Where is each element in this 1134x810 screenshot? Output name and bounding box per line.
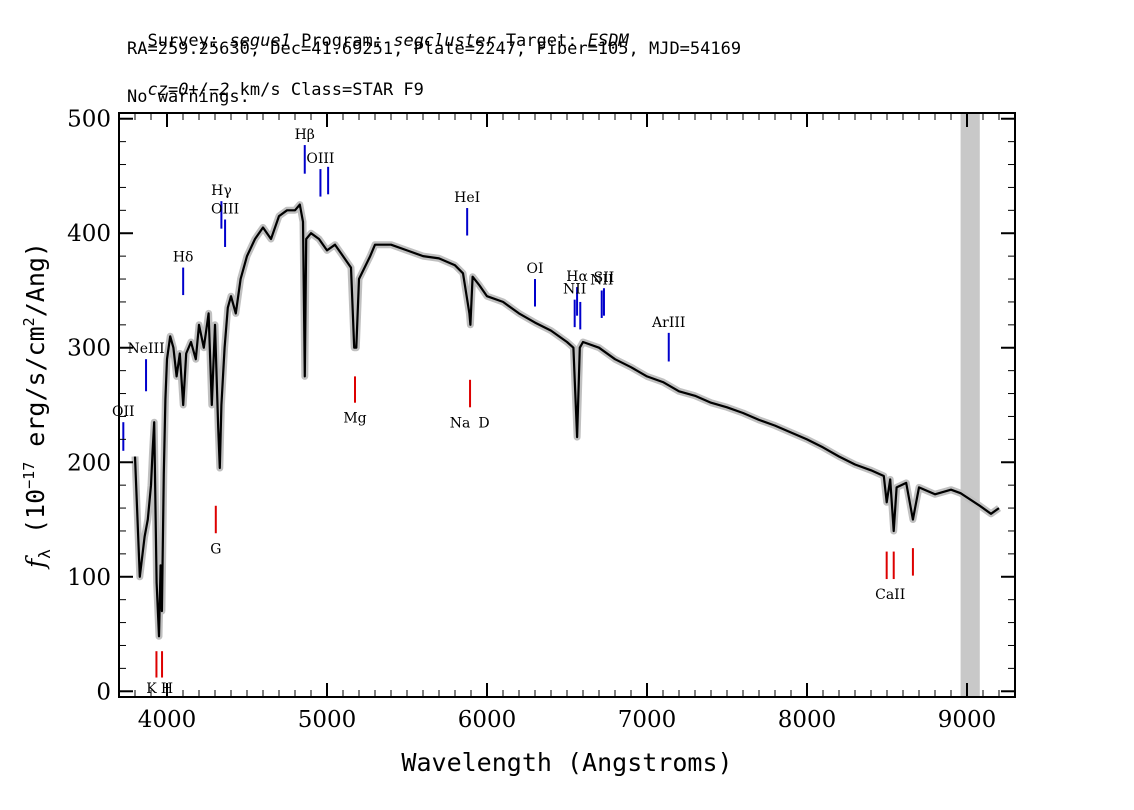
y-axis-label-sub: λ xyxy=(35,549,54,559)
masked-wavelength-band xyxy=(960,113,980,697)
program-value: segcluster xyxy=(393,31,496,51)
masked-region-group xyxy=(960,113,980,697)
emission-line-label: OIII xyxy=(211,201,239,217)
emission-line-label: ArIII xyxy=(651,315,685,331)
y-tick-label: 300 xyxy=(67,336,111,362)
target-label: Target: xyxy=(505,31,578,51)
y-axis-label-part1: (10 xyxy=(21,489,50,549)
program-label: Program: xyxy=(301,31,383,51)
y-axis-label-part2: erg/s/cm xyxy=(21,326,50,461)
emission-line-label: OII xyxy=(112,404,135,420)
absorption-line-label: G xyxy=(210,541,221,557)
absorption-line-label: K xyxy=(146,681,157,697)
y-tick-label: 0 xyxy=(96,679,111,705)
emission-line-label: Hα xyxy=(566,269,588,285)
absorption-line-label: CaII xyxy=(875,587,905,603)
absorption-line-label: D xyxy=(478,415,489,431)
survey-label: Survey: xyxy=(147,31,220,51)
header-line-2: RA=259.25630, Dec=41.69251, Plate=2247, … xyxy=(127,39,742,59)
emission-line-label: Hγ xyxy=(211,183,232,199)
x-axis-label: Wavelength (Angstroms) xyxy=(401,748,732,777)
plot-frame xyxy=(118,112,1016,698)
emission-line-label: NII xyxy=(563,282,586,298)
redshift-value: cz=0+/−2 xyxy=(147,80,230,100)
y-tick-label: 200 xyxy=(67,450,111,476)
y-axis-label-part3: /Ang) xyxy=(21,242,50,317)
x-tick-label: 7000 xyxy=(618,707,677,733)
y-tick-label: 400 xyxy=(67,221,111,247)
x-tick-label: 6000 xyxy=(458,707,517,733)
absorption-line-label: Na xyxy=(450,415,471,431)
x-tick-label: 4000 xyxy=(138,707,197,733)
emission-line-label: NII xyxy=(590,272,613,288)
absorption-line-label: Mg xyxy=(343,411,366,427)
emission-line-label: SII xyxy=(594,270,615,286)
header-line-3: cz=0+/−2 km/s Class=STAR F9 xyxy=(127,65,424,100)
header-line-4: No warnings. xyxy=(127,87,250,107)
survey-value: segue1 xyxy=(229,31,291,51)
header-line-1: Survey: segue1 Program: segcluster Targe… xyxy=(127,16,629,51)
emission-line-label: HeI xyxy=(454,190,480,206)
y-axis-label-f: f xyxy=(21,555,50,570)
emission-line-label: OI xyxy=(526,261,543,277)
x-tick-label: 8000 xyxy=(778,707,837,733)
spectrum-line xyxy=(133,203,1000,638)
redshift-unit: km/s xyxy=(239,80,281,100)
class-text: Class=STAR F9 xyxy=(290,80,424,100)
y-axis-label-exp2: 2 xyxy=(20,317,38,326)
y-axis-label: fλ (10−17 erg/s/cm2/Ang) xyxy=(20,242,54,570)
x-tick-label: 9000 xyxy=(938,707,997,733)
y-tick-label: 100 xyxy=(67,565,111,591)
emission-line-label: Hδ xyxy=(173,250,194,266)
emission-line-label: OIII xyxy=(306,151,334,167)
emission-line-label: Hβ xyxy=(295,127,315,143)
y-axis-label-exp: −17 xyxy=(20,462,38,489)
axis-ticks-group: 4000 5000 6000 7000 8000 9000 0 100 200 300 400 500 xyxy=(67,107,1016,733)
y-tick-label: 500 xyxy=(67,107,111,133)
spectrum-group xyxy=(133,203,1000,638)
emission-line-label: NeIII xyxy=(127,341,164,357)
target-value: ESDM xyxy=(587,31,629,51)
x-tick-label: 5000 xyxy=(298,707,357,733)
